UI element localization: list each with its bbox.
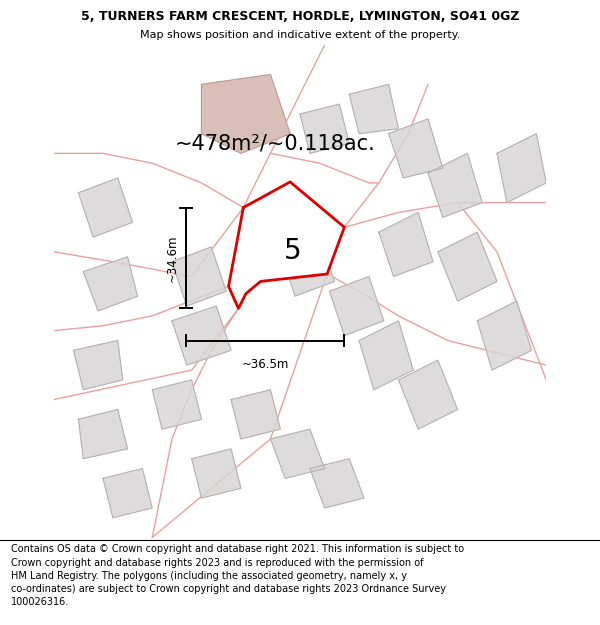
- Polygon shape: [79, 409, 128, 459]
- Polygon shape: [231, 390, 280, 439]
- Polygon shape: [438, 232, 497, 301]
- Polygon shape: [428, 153, 482, 218]
- Text: 5, TURNERS FARM CRESCENT, HORDLE, LYMINGTON, SO41 0GZ: 5, TURNERS FARM CRESCENT, HORDLE, LYMING…: [81, 10, 519, 23]
- Polygon shape: [73, 341, 122, 390]
- Polygon shape: [79, 178, 133, 237]
- Polygon shape: [349, 84, 398, 134]
- Text: ~36.5m: ~36.5m: [241, 357, 289, 371]
- Polygon shape: [379, 213, 433, 276]
- Polygon shape: [478, 301, 532, 370]
- Polygon shape: [172, 247, 226, 306]
- Polygon shape: [497, 134, 546, 202]
- Polygon shape: [152, 380, 202, 429]
- Text: 5: 5: [284, 237, 301, 265]
- Polygon shape: [329, 276, 384, 336]
- Text: ~34.6m: ~34.6m: [166, 234, 178, 282]
- Polygon shape: [359, 321, 413, 390]
- Text: Map shows position and indicative extent of the property.: Map shows position and indicative extent…: [140, 30, 460, 40]
- Polygon shape: [398, 360, 458, 429]
- Polygon shape: [271, 429, 325, 478]
- Polygon shape: [389, 119, 443, 178]
- Polygon shape: [280, 237, 334, 296]
- Polygon shape: [202, 74, 290, 153]
- Polygon shape: [172, 306, 231, 365]
- Text: Contains OS data © Crown copyright and database right 2021. This information is : Contains OS data © Crown copyright and d…: [11, 544, 464, 608]
- Polygon shape: [191, 449, 241, 498]
- Polygon shape: [229, 182, 344, 309]
- Polygon shape: [103, 469, 152, 518]
- Polygon shape: [83, 257, 137, 311]
- Polygon shape: [310, 459, 364, 508]
- Text: ~478m²/~0.118ac.: ~478m²/~0.118ac.: [175, 134, 376, 154]
- Polygon shape: [300, 104, 349, 153]
